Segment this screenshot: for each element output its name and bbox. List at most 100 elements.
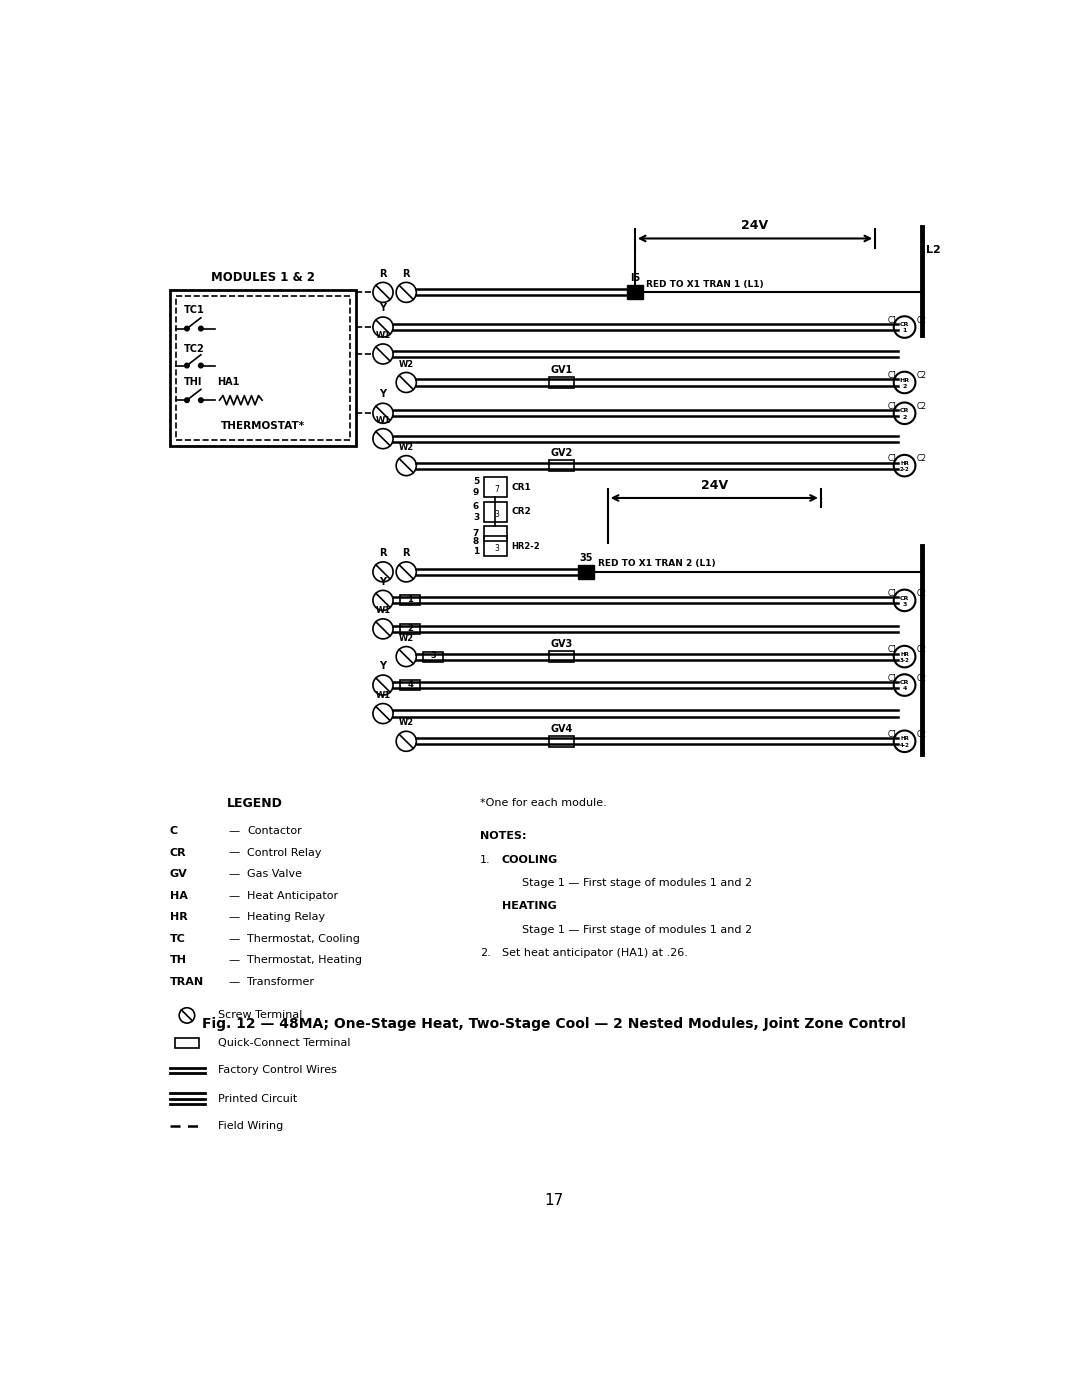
Text: RED TO X1 TRAN 1 (L1): RED TO X1 TRAN 1 (L1) bbox=[647, 279, 765, 289]
Bar bbox=[549, 460, 573, 471]
Bar bbox=[400, 595, 420, 605]
Text: 35: 35 bbox=[579, 553, 593, 563]
Text: Fig. 12 — 48MA; One-Stage Heat, Two-Stage Cool — 2 Nested Modules, Joint Zone Co: Fig. 12 — 48MA; One-Stage Heat, Two-Stag… bbox=[202, 1017, 905, 1031]
Circle shape bbox=[185, 398, 189, 402]
Text: GV4: GV4 bbox=[550, 724, 572, 733]
Bar bbox=[176, 296, 350, 440]
Text: C2: C2 bbox=[916, 729, 927, 739]
Text: —: — bbox=[228, 826, 239, 835]
Text: 1.: 1. bbox=[480, 855, 490, 865]
Text: W1: W1 bbox=[376, 416, 391, 425]
Text: 1: 1 bbox=[903, 328, 907, 334]
Text: 3: 3 bbox=[495, 545, 499, 553]
Text: Heating Relay: Heating Relay bbox=[247, 912, 325, 922]
Text: 5: 5 bbox=[473, 478, 480, 486]
Bar bbox=[549, 377, 573, 388]
Bar bbox=[170, 291, 356, 447]
Text: 1: 1 bbox=[407, 595, 413, 604]
Text: GV: GV bbox=[170, 869, 188, 879]
Bar bbox=[578, 564, 594, 578]
Text: MODULES 1 & 2: MODULES 1 & 2 bbox=[211, 271, 315, 284]
Bar bbox=[175, 1038, 199, 1048]
Text: Field Wiring: Field Wiring bbox=[218, 1122, 283, 1132]
Bar bbox=[549, 736, 573, 746]
Text: NOTES:: NOTES: bbox=[480, 831, 526, 841]
Text: LEGEND: LEGEND bbox=[227, 796, 283, 810]
Text: 2: 2 bbox=[903, 384, 907, 388]
Text: Y: Y bbox=[379, 577, 387, 587]
Text: THI: THI bbox=[184, 377, 202, 387]
Text: C2: C2 bbox=[916, 673, 927, 683]
Text: 3: 3 bbox=[431, 651, 436, 661]
Text: Quick-Connect Terminal: Quick-Connect Terminal bbox=[218, 1038, 350, 1048]
Circle shape bbox=[185, 327, 189, 331]
Text: CR: CR bbox=[900, 680, 909, 686]
Text: C: C bbox=[170, 826, 178, 835]
Circle shape bbox=[185, 363, 189, 367]
Text: C1: C1 bbox=[888, 372, 897, 380]
Text: W2: W2 bbox=[399, 359, 414, 369]
Text: 24V: 24V bbox=[701, 479, 728, 492]
Text: HA: HA bbox=[170, 891, 188, 901]
Text: C2: C2 bbox=[916, 402, 927, 411]
Text: HR: HR bbox=[900, 652, 909, 657]
Text: 2-2: 2-2 bbox=[900, 467, 909, 472]
Text: C1: C1 bbox=[888, 645, 897, 654]
Text: CR2: CR2 bbox=[512, 507, 531, 517]
Text: CR: CR bbox=[900, 323, 909, 327]
Text: 6: 6 bbox=[473, 502, 480, 511]
Text: THERMOSTAT*: THERMOSTAT* bbox=[220, 420, 305, 432]
Text: Contactor: Contactor bbox=[247, 826, 302, 835]
Text: 3: 3 bbox=[903, 602, 907, 606]
Text: RED TO X1 TRAN 2 (L1): RED TO X1 TRAN 2 (L1) bbox=[597, 559, 715, 569]
Text: 4: 4 bbox=[407, 680, 413, 689]
Text: HR2-2: HR2-2 bbox=[512, 542, 540, 550]
Text: W2: W2 bbox=[399, 634, 414, 643]
Text: 1: 1 bbox=[473, 548, 480, 556]
Text: 2: 2 bbox=[903, 415, 907, 419]
Text: C1: C1 bbox=[888, 402, 897, 411]
Text: Stage 1 — First stage of modules 1 and 2: Stage 1 — First stage of modules 1 and 2 bbox=[523, 925, 753, 935]
Text: TC2: TC2 bbox=[184, 344, 204, 353]
Text: Set heat anticipator (HA1) at .26.: Set heat anticipator (HA1) at .26. bbox=[501, 947, 688, 958]
Text: CR: CR bbox=[900, 595, 909, 601]
Text: —: — bbox=[228, 891, 239, 901]
Text: Y: Y bbox=[379, 661, 387, 671]
Text: R: R bbox=[379, 548, 387, 557]
Text: C2: C2 bbox=[916, 316, 927, 324]
Text: Y: Y bbox=[379, 303, 387, 313]
Text: HR: HR bbox=[900, 377, 909, 383]
Text: TC1: TC1 bbox=[184, 305, 204, 316]
Text: —: — bbox=[228, 869, 239, 879]
Text: Factory Control Wires: Factory Control Wires bbox=[218, 1066, 337, 1076]
Text: 7: 7 bbox=[495, 485, 499, 495]
Text: —: — bbox=[228, 977, 239, 986]
Text: I5: I5 bbox=[630, 274, 640, 284]
Text: 8: 8 bbox=[473, 536, 480, 546]
Bar bbox=[484, 536, 507, 556]
Text: L2: L2 bbox=[926, 244, 941, 256]
Text: 9: 9 bbox=[473, 488, 480, 497]
Text: Screw Terminal: Screw Terminal bbox=[218, 1010, 302, 1020]
Text: —: — bbox=[228, 848, 239, 858]
Text: HR: HR bbox=[900, 736, 909, 742]
Text: C2: C2 bbox=[916, 645, 927, 654]
Text: C1: C1 bbox=[888, 673, 897, 683]
Text: Heat Anticipator: Heat Anticipator bbox=[247, 891, 338, 901]
Text: GV2: GV2 bbox=[550, 448, 572, 458]
Text: —: — bbox=[228, 933, 239, 944]
Text: W2: W2 bbox=[399, 718, 414, 728]
Text: COOLING: COOLING bbox=[501, 855, 558, 865]
Text: GV3: GV3 bbox=[550, 638, 572, 648]
Text: 2.: 2. bbox=[480, 947, 490, 958]
Text: C1: C1 bbox=[888, 590, 897, 598]
Text: TH: TH bbox=[170, 956, 187, 965]
Bar bbox=[400, 624, 420, 634]
Text: 24V: 24V bbox=[742, 219, 769, 232]
Text: 3-2: 3-2 bbox=[900, 658, 909, 664]
Text: CR: CR bbox=[900, 408, 909, 414]
Text: R: R bbox=[379, 268, 387, 278]
Text: C2: C2 bbox=[916, 454, 927, 464]
Text: Printed Circuit: Printed Circuit bbox=[218, 1094, 297, 1104]
Text: *One for each module.: *One for each module. bbox=[480, 798, 607, 809]
